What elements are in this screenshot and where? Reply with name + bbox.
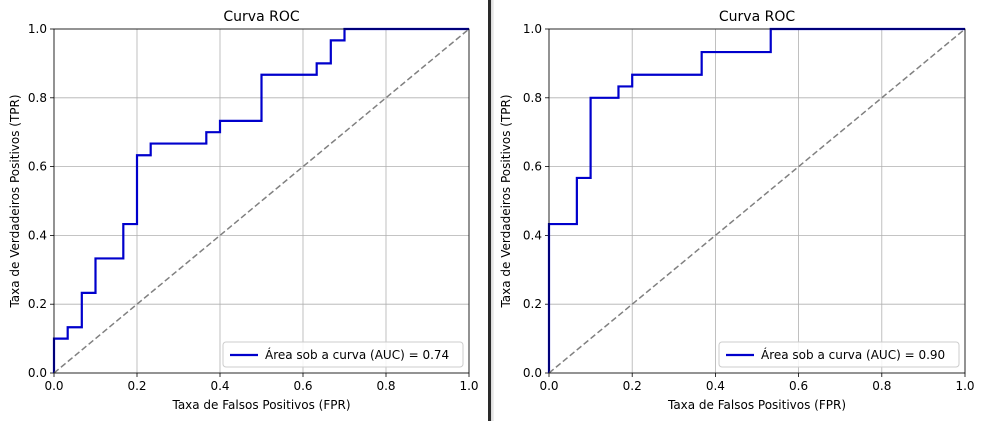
x-tick-label: 0.2 <box>623 379 642 393</box>
y-tick-label: 0.0 <box>523 366 542 380</box>
y-tick-label: 0.0 <box>28 366 47 380</box>
x-tick-label: 0.4 <box>706 379 725 393</box>
y-tick-label: 0.8 <box>28 91 47 105</box>
x-tick-label: 0.8 <box>376 379 395 393</box>
x-tick-label: 0.6 <box>789 379 808 393</box>
x-tick-label: 0.0 <box>44 379 63 393</box>
x-tick-label: 1.0 <box>955 379 974 393</box>
legend-label: Área sob a curva (AUC) = 0.90 <box>761 347 945 362</box>
y-tick-label: 1.0 <box>28 22 47 36</box>
legend-box <box>222 341 464 368</box>
grid <box>548 28 966 374</box>
y-tick-label: 0.6 <box>523 160 542 174</box>
ticks: 0.0 0.2 0.4 0.6 0.8 1.0 0.0 0.2 0.4 0.6 0.8 1.0 <box>28 22 479 393</box>
panel-divider <box>488 0 494 421</box>
y-tick-label: 0.2 <box>523 297 542 311</box>
roc-panel-right: 0.0 0.2 0.4 0.6 0.8 1.0 0.0 0.2 0.4 0.6 0.8 1.0 Curv… <box>494 0 984 421</box>
y-axis-label: Taxa de Verdadeiros Positivos (TPR) <box>499 94 513 308</box>
series-group <box>52 27 470 374</box>
legend-label: Área sob a curva (AUC) = 0.74 <box>265 347 449 362</box>
x-tick-label: 0.0 <box>539 379 558 393</box>
roc-panel-left: 0.0 0.2 0.4 0.6 0.8 1.0 0.0 0.2 0.4 0.6 0.8 1.0 Curv… <box>0 0 488 421</box>
roc-chart-left: 0.0 0.2 0.4 0.6 0.8 1.0 0.0 0.2 0.4 0.6 0.8 1.0 Curv… <box>8 9 479 412</box>
y-tick-label: 0.8 <box>523 91 542 105</box>
chart-title: Curva ROC <box>223 9 299 25</box>
plot-frame <box>548 28 966 374</box>
roc-curve-line <box>52 27 469 373</box>
plot-frame <box>53 28 470 374</box>
random-classifier-line <box>548 28 966 374</box>
x-tick-label: 0.8 <box>872 379 891 393</box>
y-tick-label: 0.2 <box>28 297 47 311</box>
x-tick-label: 1.0 <box>459 379 478 393</box>
x-tick-label: 0.4 <box>210 379 229 393</box>
y-tick-label: 0.4 <box>523 228 542 242</box>
x-tick-label: 0.2 <box>127 379 146 393</box>
roc-curve-line <box>547 27 965 373</box>
legend-box <box>718 341 960 368</box>
chart-title: Curva ROC <box>719 9 795 25</box>
y-tick-label: 1.0 <box>523 22 542 36</box>
ticks: 0.0 0.2 0.4 0.6 0.8 1.0 0.0 0.2 0.4 0.6 0.8 1.0 <box>523 22 975 393</box>
roc-chart-right: 0.0 0.2 0.4 0.6 0.8 1.0 0.0 0.2 0.4 0.6 0.8 1.0 Curv… <box>499 9 975 412</box>
x-axis-label: Taxa de Falsos Positivos (FPR) <box>171 398 350 412</box>
y-axis-label: Taxa de Verdadeiros Positivos (TPR) <box>8 94 22 308</box>
legend: Área sob a curva (AUC) = 0.74 <box>222 341 464 368</box>
y-tick-label: 0.6 <box>28 160 47 174</box>
x-tick-label: 0.6 <box>293 379 312 393</box>
legend: Área sob a curva (AUC) = 0.90 <box>718 341 960 368</box>
x-axis-label: Taxa de Falsos Positivos (FPR) <box>667 398 846 412</box>
series-group <box>547 27 966 374</box>
y-tick-label: 0.4 <box>28 228 47 242</box>
